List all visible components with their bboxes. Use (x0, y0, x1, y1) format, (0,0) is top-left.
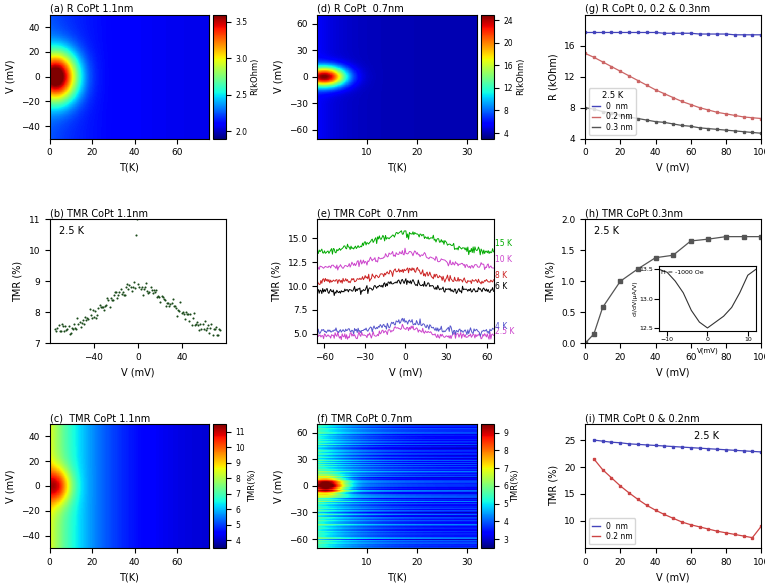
Text: 2.5 K: 2.5 K (695, 431, 719, 441)
Legend: 0  nm, 0.2 nm: 0 nm, 0.2 nm (589, 519, 636, 544)
X-axis label: T(K): T(K) (119, 163, 139, 173)
Text: (i) TMR CoPt 0 & 0.2nm: (i) TMR CoPt 0 & 0.2nm (585, 413, 700, 423)
X-axis label: V (mV): V (mV) (656, 367, 690, 377)
Y-axis label: V (mV): V (mV) (273, 60, 283, 93)
Text: (h) TMR CoPt 0.3nm: (h) TMR CoPt 0.3nm (585, 209, 683, 219)
Text: 6 K: 6 K (495, 281, 507, 291)
Text: (f) TMR CoPt 0.7nm: (f) TMR CoPt 0.7nm (317, 413, 412, 423)
Text: (a) R CoPt 1.1nm: (a) R CoPt 1.1nm (50, 4, 133, 14)
X-axis label: V (mV): V (mV) (389, 367, 422, 377)
X-axis label: V (mV): V (mV) (656, 163, 690, 173)
Y-axis label: V (mV): V (mV) (5, 469, 15, 503)
Text: 4 K: 4 K (495, 322, 507, 331)
Text: 2.5 K: 2.5 K (59, 226, 83, 236)
Y-axis label: V (mV): V (mV) (273, 469, 283, 503)
Y-axis label: TMR (%): TMR (%) (549, 465, 558, 506)
Text: (g) R CoPt 0, 0.2 & 0.3nm: (g) R CoPt 0, 0.2 & 0.3nm (585, 4, 710, 14)
X-axis label: T(K): T(K) (387, 572, 407, 582)
Text: (d) R CoPt  0.7nm: (d) R CoPt 0.7nm (317, 4, 404, 14)
Y-axis label: TMR(%): TMR(%) (511, 469, 520, 502)
X-axis label: T(K): T(K) (387, 163, 407, 173)
X-axis label: V (mV): V (mV) (656, 572, 690, 582)
Text: (c)  TMR CoPt 1.1nm: (c) TMR CoPt 1.1nm (50, 413, 150, 423)
Text: 15 K: 15 K (495, 239, 512, 248)
Text: 10 K: 10 K (495, 255, 512, 264)
Y-axis label: V (mV): V (mV) (5, 60, 15, 93)
Y-axis label: R(kOhm): R(kOhm) (516, 58, 525, 96)
Text: (b) TMR CoPt 1.1nm: (b) TMR CoPt 1.1nm (50, 209, 148, 219)
Y-axis label: TMR (%): TMR (%) (545, 261, 555, 302)
Legend: 0  nm, 0.2 nm, 0.3 nm: 0 nm, 0.2 nm, 0.3 nm (589, 88, 636, 135)
Y-axis label: TMR (%): TMR (%) (272, 261, 282, 302)
Text: 8 K: 8 K (495, 271, 507, 280)
Text: (e) TMR CoPt  0.7nm: (e) TMR CoPt 0.7nm (317, 209, 418, 219)
Text: 2.5 K: 2.5 K (495, 328, 514, 336)
Y-axis label: TMR (%): TMR (%) (13, 261, 23, 302)
Y-axis label: TMR(%): TMR(%) (248, 469, 257, 502)
Text: 2.5 K: 2.5 K (594, 226, 619, 236)
Y-axis label: R (kOhm): R (kOhm) (549, 53, 558, 100)
X-axis label: V (mV): V (mV) (121, 367, 155, 377)
X-axis label: T(K): T(K) (119, 572, 139, 582)
Y-axis label: R(kOhm): R(kOhm) (250, 58, 259, 96)
